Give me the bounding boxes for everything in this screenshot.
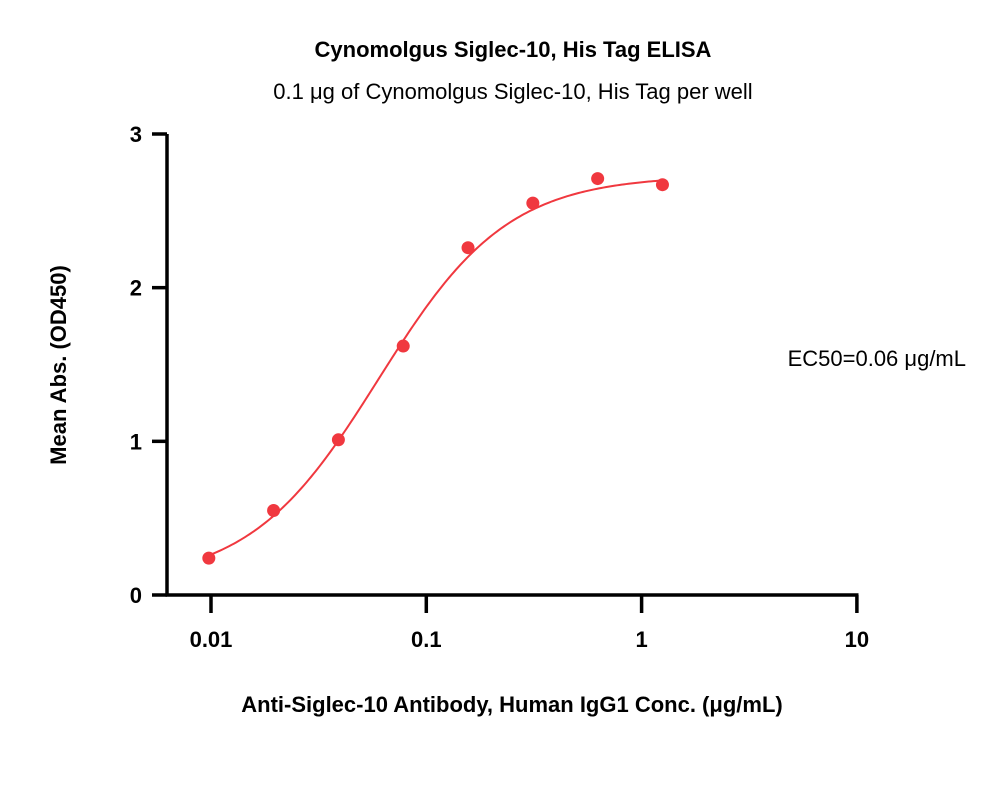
axes [165,134,859,597]
data-point [267,503,281,517]
data-point [202,551,216,565]
x-tick-label: 10 [845,627,869,652]
fit-curve [208,179,663,557]
data-point [331,433,345,447]
chart-subtitle: 0.1 μg of Cynomolgus Siglec-10, His Tag … [273,79,752,104]
fit-curve-group [208,179,663,557]
x-tick-label: 0.01 [190,627,233,652]
data-point [396,339,410,353]
data-point [655,178,669,192]
x-axis-label: Anti-Siglec-10 Antibody, Human IgG1 Conc… [241,692,782,717]
x-tick-label: 1 [635,627,647,652]
data-point [591,172,605,186]
y-tick-label: 2 [130,276,142,301]
data-points [202,172,669,565]
ticks: 0 1 2 3 0.01 0.1 1 10 [130,122,869,652]
y-tick-label: 0 [130,583,142,608]
chart-title: Cynomolgus Siglec-10, His Tag ELISA [315,37,712,62]
ec50-annotation: EC50=0.06 μg/mL [788,346,966,371]
y-axis-label: Mean Abs. (OD450) [46,265,71,465]
y-tick-label: 3 [130,122,142,147]
x-tick-label: 0.1 [411,627,442,652]
data-point [526,196,540,210]
data-point [461,241,475,255]
y-tick-label: 1 [130,429,142,454]
